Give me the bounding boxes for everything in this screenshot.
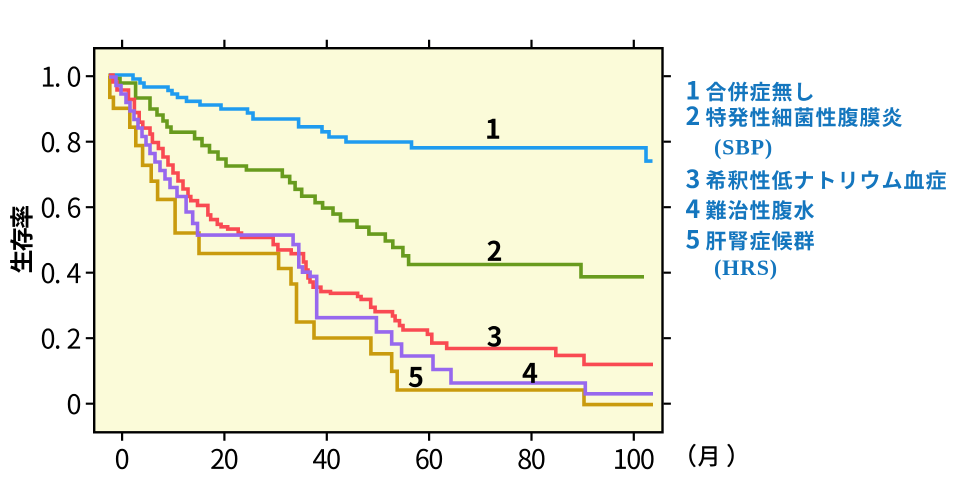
svg-text:(SBP): (SBP) [714,135,773,160]
svg-text:(HRS): (HRS) [714,255,778,280]
